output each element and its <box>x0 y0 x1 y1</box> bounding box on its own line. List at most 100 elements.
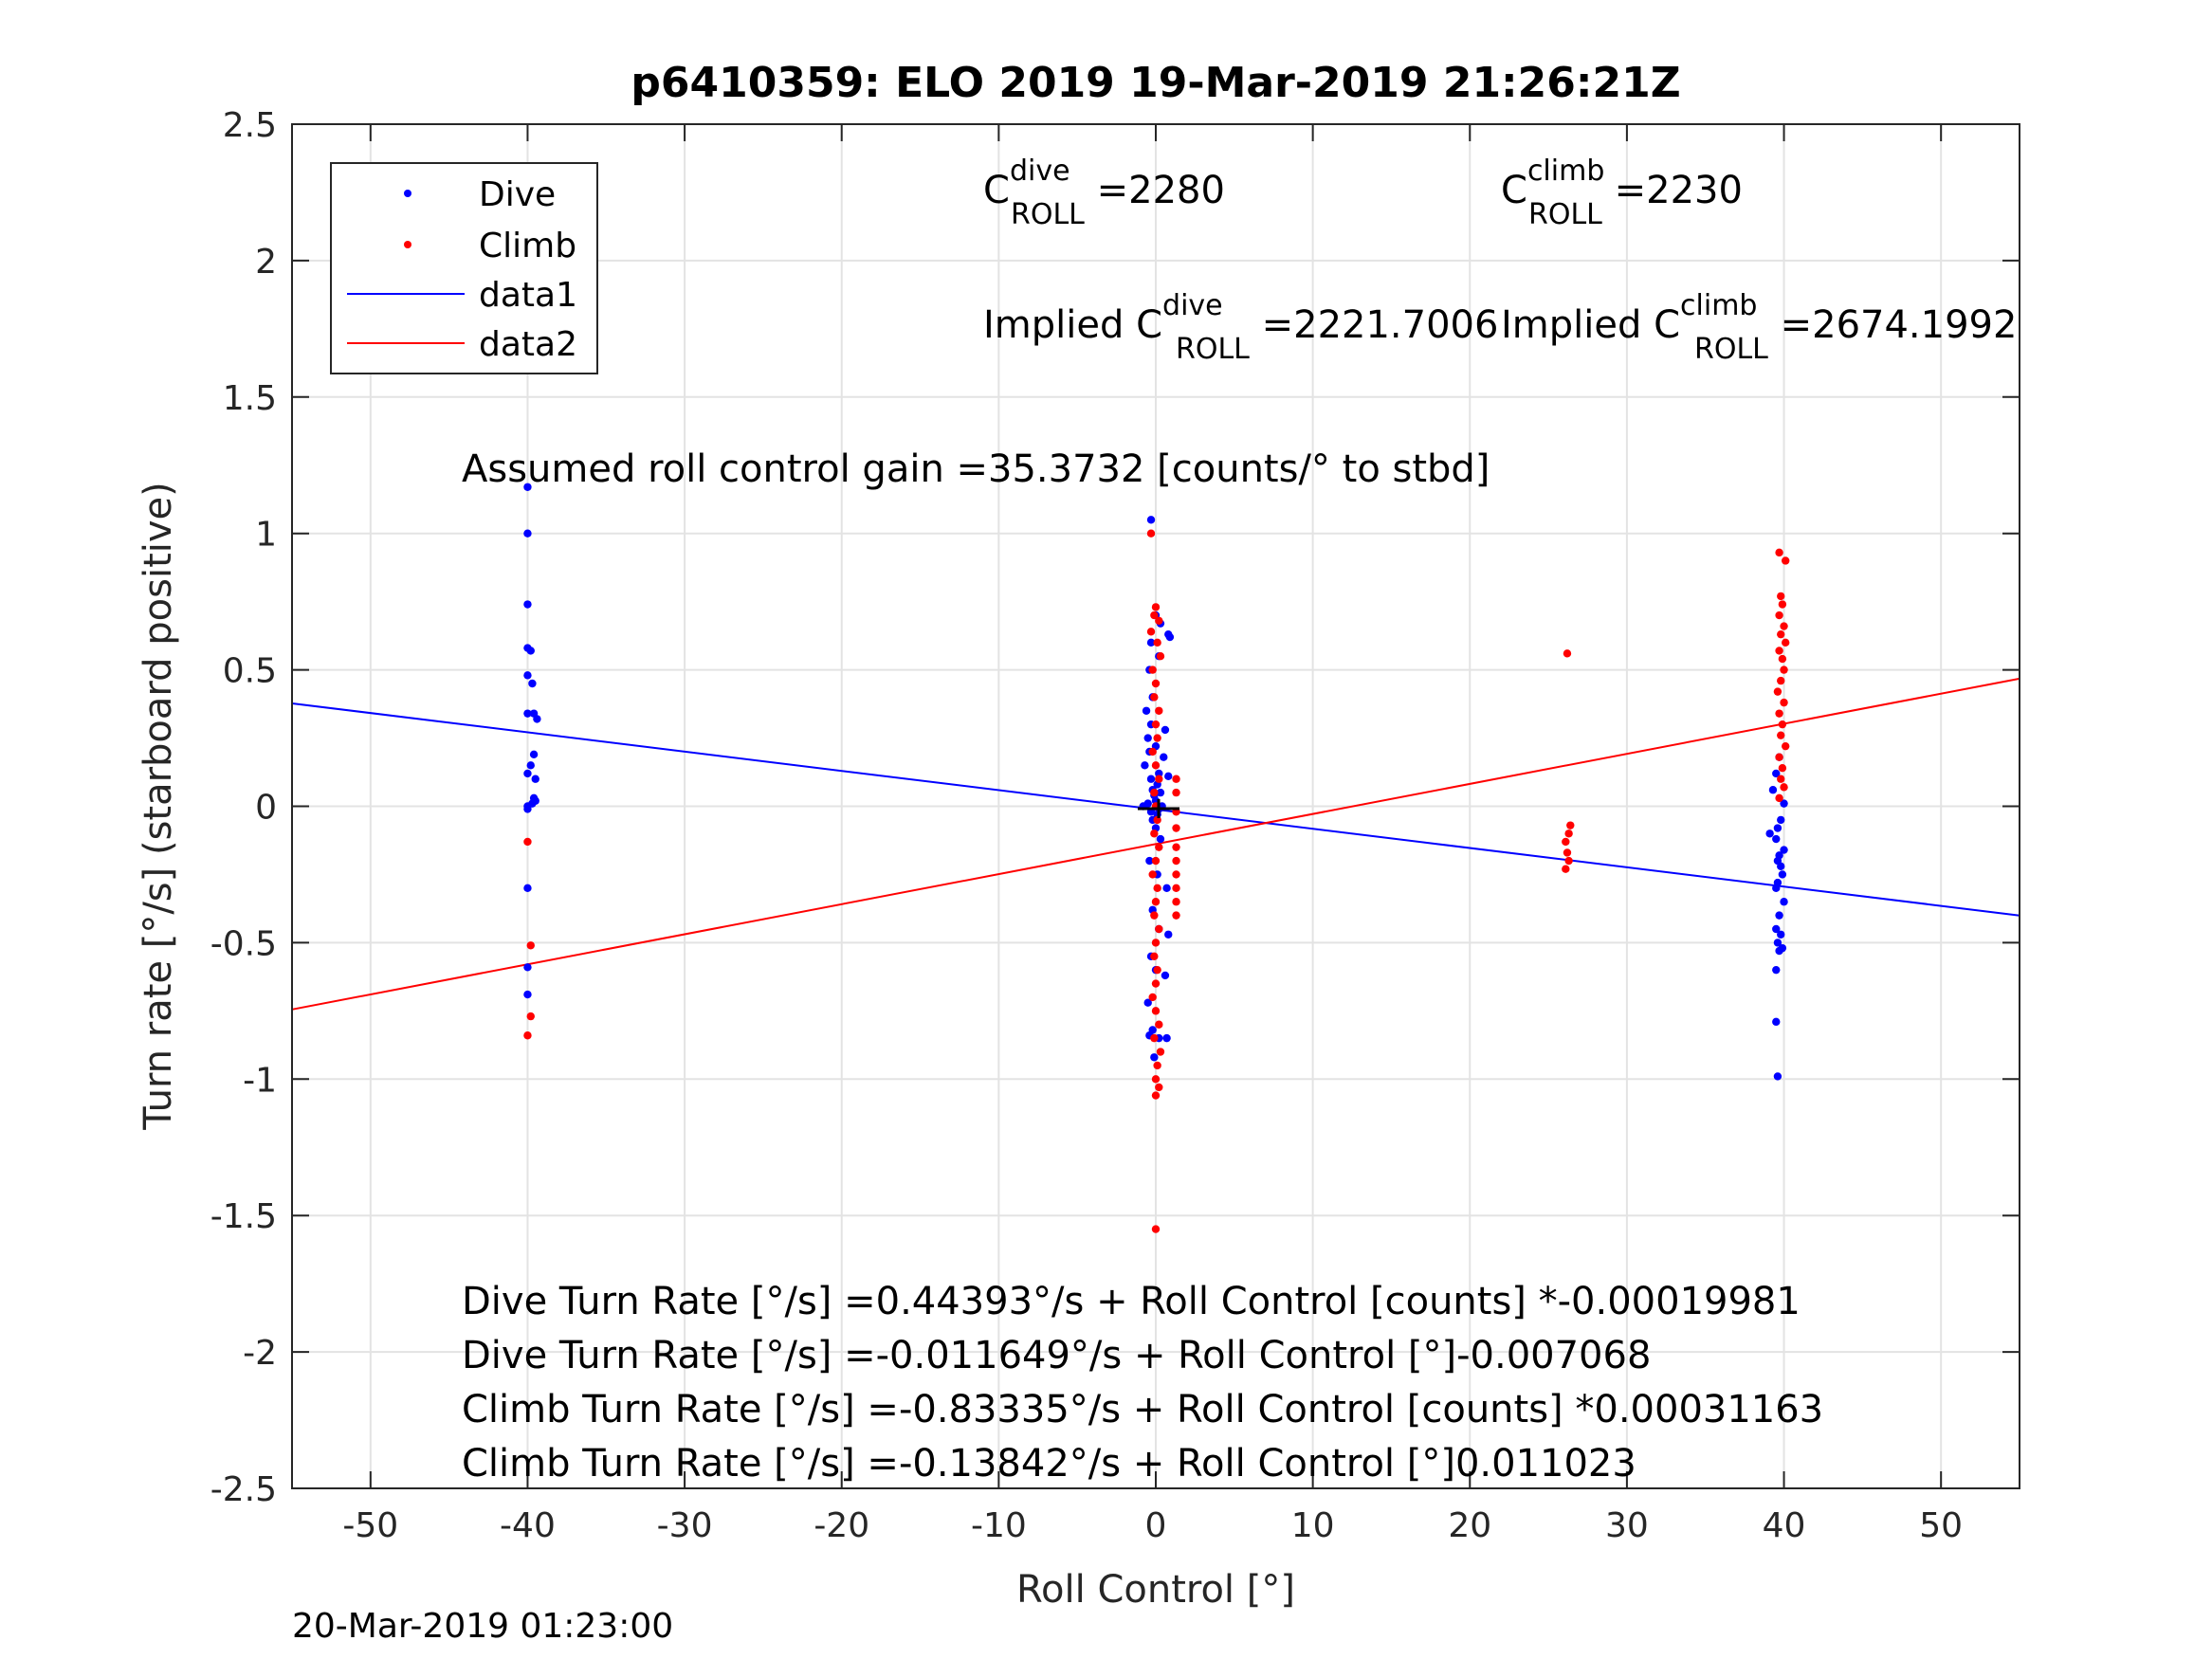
implied-dive-base: Implied C <box>983 303 1162 347</box>
x-tick-label: 20 <box>1448 1506 1491 1545</box>
dive-point <box>523 671 532 680</box>
tick-labels: -50 -40 -30 -20 -10 0 10 20 30 40 50-2.5-2-1.5-1-0… <box>210 106 1963 1545</box>
y-tick-label: 0.5 <box>223 652 277 691</box>
climb-point <box>1150 911 1159 920</box>
climb-point <box>1775 647 1783 655</box>
dive-point <box>1768 786 1778 794</box>
y-tick-label: -2.5 <box>210 1470 277 1509</box>
climb-point <box>1775 709 1783 718</box>
climb-point <box>1775 548 1783 557</box>
dive-point <box>1162 884 1171 893</box>
c-roll-climb-annotation: Cclimb ROLL =2230 <box>1501 155 1743 231</box>
dive-point <box>1772 834 1781 844</box>
climb-point <box>1151 720 1161 729</box>
x-tick-label: 30 <box>1605 1506 1649 1545</box>
climb-point <box>1778 764 1787 773</box>
x-tick-label: -40 <box>500 1506 556 1545</box>
dive-point <box>1778 870 1787 879</box>
dive-point <box>1773 1072 1782 1081</box>
climb-point <box>1153 1061 1161 1070</box>
climb-point <box>1155 775 1163 783</box>
implied-dive-sup: dive <box>1162 289 1223 322</box>
climb-point <box>1150 611 1159 620</box>
y-tick-label: -1.5 <box>210 1197 277 1236</box>
dive-point <box>1772 924 1781 934</box>
climb-point <box>1777 629 1785 639</box>
climb-point <box>1151 1007 1161 1015</box>
c-roll-dive-base: C <box>983 169 1010 212</box>
climb-point <box>1172 788 1180 797</box>
climb-point <box>1150 1033 1159 1043</box>
c-roll-climb-sub: ROLL <box>1528 198 1602 231</box>
dive-point <box>1777 815 1785 825</box>
climb-point <box>1172 843 1180 851</box>
y-tick-label: 1.5 <box>223 379 277 418</box>
x-tick-label: 0 <box>1145 1506 1167 1545</box>
dive-point <box>1777 930 1785 939</box>
dive-point <box>523 769 532 778</box>
implied-climb-base: Implied C <box>1501 303 1680 347</box>
climb-point <box>1775 753 1783 761</box>
climb-point <box>526 941 535 950</box>
dive-point <box>523 529 532 538</box>
climb-point <box>1146 529 1156 538</box>
climb-point <box>1172 856 1180 866</box>
dive-point <box>1773 824 1782 832</box>
climb-point <box>1150 952 1159 960</box>
climb-point <box>1151 939 1161 947</box>
dive-point <box>523 805 532 813</box>
dive-point <box>531 796 539 805</box>
dive-point <box>1162 1033 1171 1043</box>
implied-climb-sup: climb <box>1680 289 1757 322</box>
c-roll-climb-base: C <box>1501 169 1527 212</box>
dive-point <box>1765 830 1774 838</box>
climb-point <box>1564 856 1573 866</box>
dive-point <box>1161 725 1170 735</box>
dive-point <box>1777 862 1785 871</box>
dive-point <box>1780 898 1788 906</box>
climb-point <box>1151 603 1161 611</box>
equation-dive-degrees: Dive Turn Rate [°/s] =-0.011649°/s + Rol… <box>462 1334 1651 1377</box>
c-roll-dive-sub: ROLL <box>1011 198 1085 231</box>
dive-point <box>1775 946 1783 956</box>
climb-point <box>1172 775 1180 783</box>
dive-point <box>531 775 539 783</box>
c-roll-dive-annotation: Cdive ROLL =2280 <box>983 155 1225 231</box>
c-roll-climb-value: =2230 <box>1602 169 1743 212</box>
climb-point <box>1153 965 1161 975</box>
y-axis-label: Turn rate [°/s] (starboard positive) <box>137 482 180 1131</box>
climb-point <box>1172 911 1180 920</box>
legend-label-climb: Climb <box>479 227 576 265</box>
climb-point <box>526 1012 535 1021</box>
y-tick-label: -0.5 <box>210 924 277 963</box>
x-tick-label: -10 <box>971 1506 1027 1545</box>
x-axis-label: Roll Control [°] <box>1016 1568 1295 1612</box>
climb-point <box>1562 837 1570 847</box>
climb-point <box>1780 783 1788 792</box>
climb-point <box>1151 1091 1161 1100</box>
legend: Dive Climb data1 data2 <box>330 162 598 374</box>
climb-point <box>1156 652 1165 661</box>
x-tick-label: 40 <box>1763 1506 1806 1545</box>
dive-point <box>523 884 532 893</box>
y-tick-label: -2 <box>243 1334 277 1373</box>
dive-point <box>1773 939 1782 947</box>
climb-point <box>1566 821 1575 830</box>
y-tick-label: 2 <box>255 243 277 282</box>
dive-point <box>1160 753 1168 761</box>
climb-point <box>1780 698 1788 707</box>
dive-point <box>1156 834 1165 844</box>
climb-point <box>1151 856 1161 866</box>
data-points <box>523 483 1790 1233</box>
fit-line-data2 <box>291 677 2020 1011</box>
dive-point <box>1775 911 1783 920</box>
climb-point <box>1564 830 1573 838</box>
dive-point <box>523 990 532 999</box>
dive-point <box>1772 769 1781 778</box>
equation-dive-counts: Dive Turn Rate [°/s] =0.44393°/s + Roll … <box>462 1280 1801 1323</box>
x-tick-label: -50 <box>342 1506 398 1545</box>
climb-point <box>1155 1020 1163 1029</box>
dive-point <box>1150 1053 1159 1062</box>
y-tick-label: 1 <box>255 516 277 555</box>
c-roll-dive-sup: dive <box>1010 155 1070 188</box>
